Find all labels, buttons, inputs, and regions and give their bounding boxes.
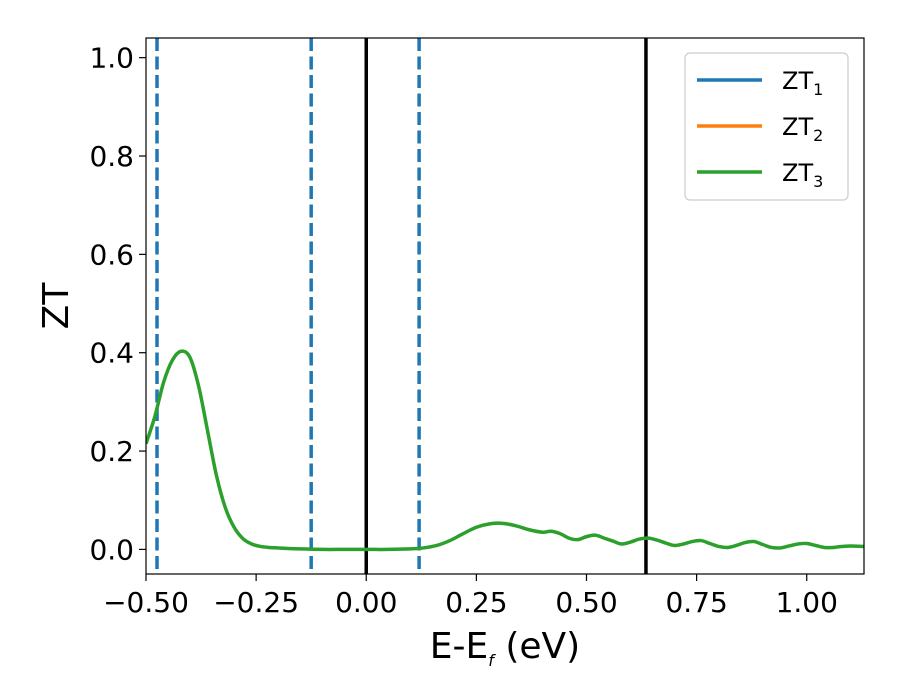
x-tick-label: 0.25 [445, 586, 507, 619]
legend-box [684, 52, 849, 201]
x-tick-label: 0.00 [335, 586, 397, 619]
x-axis-label-unit: (eV) [494, 626, 580, 667]
x-tick-label: 0.50 [555, 586, 617, 619]
series-line-1 [146, 349, 864, 552]
x-tick-label: −0.50 [103, 586, 189, 619]
legend-label: ZT3 [782, 159, 823, 191]
y-tick-label: 0.8 [89, 140, 134, 173]
legend: ZT1 ZT2 ZT3 [684, 52, 849, 201]
legend-item: ZT3 [697, 159, 823, 191]
x-tick-label: 0.75 [665, 586, 727, 619]
y-tick-label: 0.2 [89, 435, 134, 468]
y-axis: 0.0 0.2 0.4 0.6 0.8 1.0 [89, 42, 146, 566]
plot-area [146, 38, 864, 574]
x-axis-label-subscript: f [488, 651, 496, 670]
x-tick-label: −0.25 [213, 586, 299, 619]
y-tick-label: 1.0 [89, 42, 134, 75]
plot-frame [145, 37, 865, 575]
x-axis-label: E-Ef (eV) [430, 626, 580, 670]
y-tick-label: 0.0 [89, 533, 134, 566]
y-tick-label: 0.6 [89, 238, 134, 271]
y-tick-label: 0.4 [89, 337, 134, 370]
legend-label: ZT1 [782, 67, 823, 99]
legend-item: ZT1 [697, 67, 823, 99]
x-axis: −0.50 −0.25 0.00 0.25 0.50 0.75 1.00 [103, 574, 838, 619]
legend-label: ZT2 [782, 113, 823, 145]
y-axis-label: ZT [36, 282, 77, 330]
x-tick-label: 1.00 [776, 586, 838, 619]
legend-item: ZT2 [697, 113, 823, 145]
